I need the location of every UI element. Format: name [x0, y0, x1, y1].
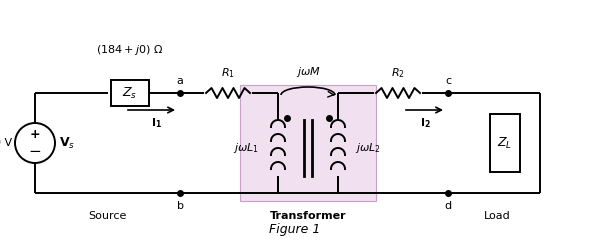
- Bar: [111, 80, 149, 106]
- Text: $Z_s$: $Z_s$: [122, 86, 137, 100]
- Text: $Z_L$: $Z_L$: [497, 135, 513, 151]
- Text: $\mathbf{V}_s$: $\mathbf{V}_s$: [59, 135, 75, 151]
- Text: Transformer: Transformer: [270, 211, 346, 221]
- Bar: [490, 114, 520, 172]
- Text: Source: Source: [88, 211, 127, 221]
- Text: $R_1$: $R_1$: [221, 66, 235, 80]
- Text: $j\omega L_2$: $j\omega L_2$: [355, 141, 381, 155]
- Text: −: −: [29, 145, 41, 159]
- Text: $j\omega M$: $j\omega M$: [296, 65, 320, 79]
- Text: 245.20 V: 245.20 V: [0, 138, 12, 148]
- Text: c: c: [445, 76, 451, 86]
- Text: $j\omega L_1$: $j\omega L_1$: [233, 141, 259, 155]
- Text: $\mathbf{I_2}$: $\mathbf{I_2}$: [419, 116, 431, 130]
- Bar: [240, 85, 376, 201]
- Text: Figure 1: Figure 1: [269, 223, 321, 237]
- Text: $\mathbf{I_1}$: $\mathbf{I_1}$: [152, 116, 163, 130]
- Text: $(184 + j0)\ \Omega$: $(184 + j0)\ \Omega$: [96, 43, 163, 57]
- Text: +: +: [30, 128, 40, 142]
- Text: $R_2$: $R_2$: [391, 66, 405, 80]
- Text: b: b: [176, 201, 183, 211]
- Text: d: d: [444, 201, 451, 211]
- Text: Load: Load: [484, 211, 510, 221]
- Text: a: a: [176, 76, 183, 86]
